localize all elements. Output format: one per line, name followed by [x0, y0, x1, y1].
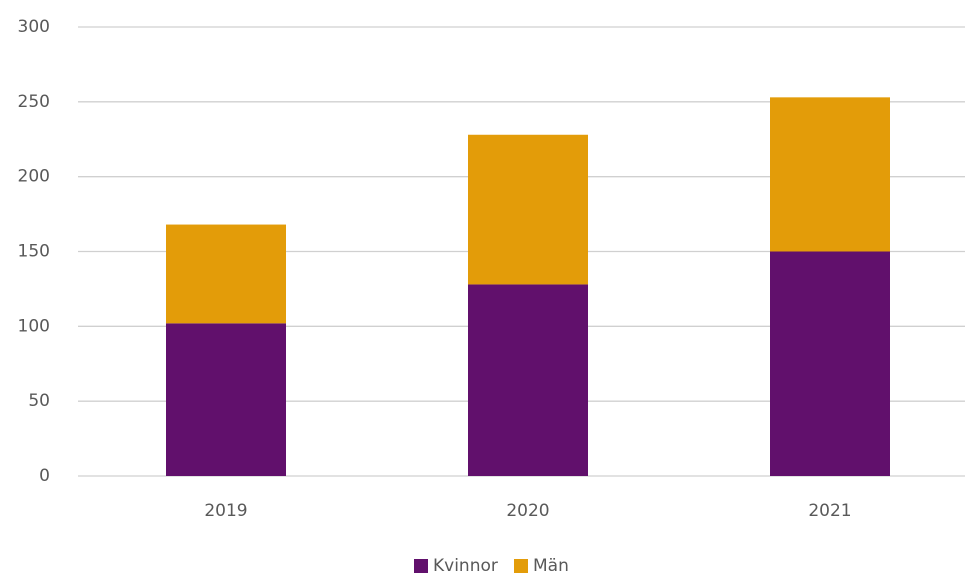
y-tick-label: 100 — [18, 316, 50, 336]
bar-segment — [468, 134, 588, 285]
bar-segment — [166, 224, 286, 324]
legend-label: Män — [533, 556, 569, 576]
bar-segment — [770, 97, 890, 252]
bar-segment — [166, 323, 286, 476]
legend-swatch — [514, 559, 528, 573]
legend-label: Kvinnor — [433, 556, 498, 576]
y-tick-label: 150 — [18, 242, 50, 262]
y-tick-label: 300 — [18, 17, 50, 37]
y-tick-label: 50 — [28, 391, 50, 411]
x-tick-label: 2020 — [506, 501, 549, 521]
x-tick-label: 2021 — [808, 501, 851, 521]
bar-segment — [770, 251, 890, 476]
y-tick-label: 0 — [39, 466, 50, 486]
y-tick-label: 250 — [18, 92, 50, 112]
legend-swatch — [414, 559, 428, 573]
bar-segment — [468, 284, 588, 476]
y-tick-label: 200 — [18, 167, 50, 187]
x-tick-label: 2019 — [204, 501, 247, 521]
